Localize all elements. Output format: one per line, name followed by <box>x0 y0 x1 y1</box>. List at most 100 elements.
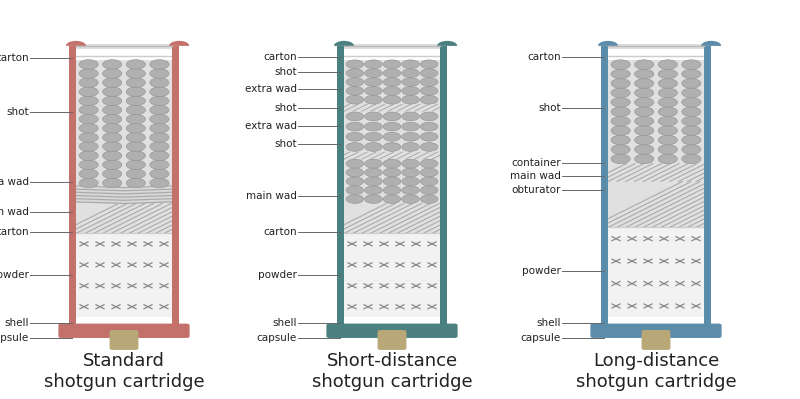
Circle shape <box>346 142 364 151</box>
Circle shape <box>102 69 122 78</box>
Circle shape <box>126 78 146 87</box>
Circle shape <box>102 132 122 142</box>
Circle shape <box>150 169 169 179</box>
Circle shape <box>383 195 401 203</box>
Circle shape <box>634 126 654 135</box>
Circle shape <box>102 59 122 69</box>
Bar <box>601 46 608 329</box>
Circle shape <box>79 87 98 97</box>
Circle shape <box>634 79 654 88</box>
Circle shape <box>611 117 630 126</box>
Circle shape <box>79 169 98 179</box>
Circle shape <box>383 69 401 77</box>
Circle shape <box>346 177 364 186</box>
Circle shape <box>682 135 701 145</box>
Circle shape <box>102 142 122 151</box>
FancyBboxPatch shape <box>110 330 138 350</box>
Circle shape <box>682 88 701 98</box>
Circle shape <box>658 117 678 126</box>
Circle shape <box>79 59 98 69</box>
Circle shape <box>402 87 419 95</box>
Wedge shape <box>334 41 354 46</box>
Circle shape <box>611 79 630 88</box>
Circle shape <box>346 95 364 104</box>
Circle shape <box>634 97 654 107</box>
Circle shape <box>383 60 401 69</box>
Circle shape <box>346 87 364 95</box>
Circle shape <box>79 105 98 115</box>
Circle shape <box>658 107 678 117</box>
Circle shape <box>420 87 438 95</box>
Circle shape <box>402 186 419 195</box>
Circle shape <box>682 145 701 154</box>
Circle shape <box>346 168 364 177</box>
Circle shape <box>150 151 169 160</box>
Bar <box>76 60 172 188</box>
Circle shape <box>126 160 146 170</box>
Circle shape <box>420 112 438 121</box>
FancyBboxPatch shape <box>590 324 722 338</box>
Circle shape <box>611 154 630 164</box>
Bar <box>344 60 440 203</box>
Bar <box>76 203 172 233</box>
Circle shape <box>402 177 419 186</box>
Circle shape <box>420 177 438 186</box>
Circle shape <box>383 77 401 87</box>
FancyBboxPatch shape <box>642 330 670 350</box>
Text: powder: powder <box>522 266 561 277</box>
Circle shape <box>79 69 98 78</box>
Circle shape <box>402 77 419 87</box>
Circle shape <box>150 59 169 69</box>
Circle shape <box>682 107 701 117</box>
Circle shape <box>79 151 98 160</box>
Circle shape <box>658 126 678 135</box>
Circle shape <box>126 59 146 69</box>
Circle shape <box>402 60 419 69</box>
Bar <box>608 60 704 164</box>
Text: shot: shot <box>538 103 561 113</box>
Circle shape <box>611 126 630 135</box>
Wedge shape <box>437 41 458 46</box>
Circle shape <box>611 97 630 107</box>
Text: shell: shell <box>536 318 561 328</box>
Circle shape <box>420 132 438 141</box>
Circle shape <box>126 69 146 78</box>
Text: capsule: capsule <box>521 333 561 344</box>
Circle shape <box>658 154 678 164</box>
Circle shape <box>346 159 364 168</box>
Circle shape <box>634 145 654 154</box>
Circle shape <box>383 87 401 95</box>
Wedge shape <box>66 41 86 46</box>
Circle shape <box>682 69 701 79</box>
Text: obturator: obturator <box>511 184 561 195</box>
Circle shape <box>383 112 401 121</box>
Circle shape <box>634 117 654 126</box>
Circle shape <box>658 88 678 98</box>
Circle shape <box>150 132 169 142</box>
Text: shot: shot <box>274 139 297 150</box>
Text: shell: shell <box>272 318 297 328</box>
Circle shape <box>420 159 438 168</box>
Circle shape <box>402 168 419 177</box>
Circle shape <box>611 69 630 79</box>
Circle shape <box>634 88 654 98</box>
Bar <box>344 44 440 49</box>
Circle shape <box>150 69 169 78</box>
Bar <box>344 104 440 111</box>
Circle shape <box>126 169 146 179</box>
Circle shape <box>102 78 122 87</box>
Circle shape <box>682 97 701 107</box>
Circle shape <box>658 97 678 107</box>
Bar <box>608 227 704 317</box>
Bar <box>608 182 704 227</box>
Circle shape <box>346 77 364 87</box>
Circle shape <box>365 195 382 203</box>
Circle shape <box>383 186 401 195</box>
Circle shape <box>420 186 438 195</box>
Circle shape <box>346 60 364 69</box>
Circle shape <box>150 105 169 115</box>
Circle shape <box>365 132 382 141</box>
Circle shape <box>365 186 382 195</box>
Circle shape <box>79 123 98 133</box>
Circle shape <box>611 107 630 117</box>
